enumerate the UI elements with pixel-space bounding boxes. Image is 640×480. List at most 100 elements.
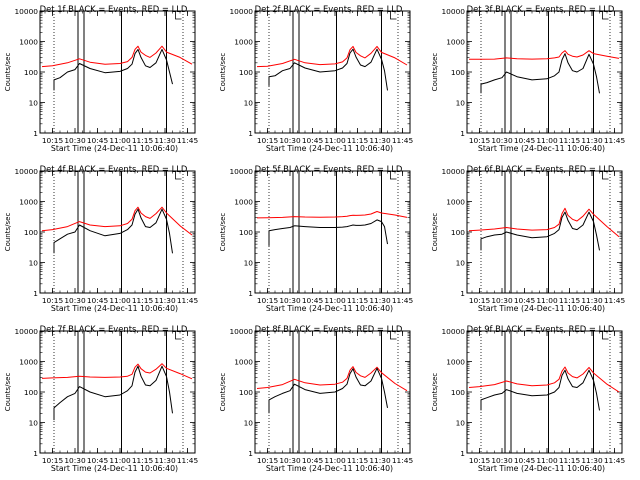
x-tick-label: 11:30 [581,456,603,465]
x-tick-label: 10:45 [514,456,536,465]
panel-title: Det 1f BLACK = Events, RED = LLD [40,4,188,14]
x-axis-label: Start Time (24-Dec-11 10:06:40) [266,304,393,313]
y-tick-label: 1000 [19,198,38,207]
y-tick-label: 10000 [441,167,465,176]
lld-series-line [41,363,193,380]
y-axis-label: Counts/sec [4,213,12,252]
events-series-line [53,208,173,254]
bracket-marker [175,172,182,180]
x-tick-label: 11:00 [324,136,346,145]
plot-frame [466,170,623,294]
y-tick-label: 10000 [441,327,465,336]
x-tick-label: 11:00 [109,296,131,305]
y-axis-label: Counts/sec [431,53,439,92]
lld-series-line [469,50,620,60]
y-tick-label: 10000 [229,167,253,176]
events-series-line [268,367,388,414]
detector-panel: Det 3f BLACK = Events, RED = LLD Counts/s… [431,4,625,153]
y-tick-label: 10 [456,419,466,428]
detector-panel: Det 5f BLACK = Events, RED = LLD Counts/s… [219,164,413,313]
plot-frame [254,170,411,294]
lld-series-line [256,211,408,219]
y-tick-label: 10000 [14,167,38,176]
x-tick-label: 11:15 [559,456,581,465]
y-tick-label: 100 [451,388,465,397]
x-tick-label: 11:45 [604,136,626,145]
x-tick-label: 11:15 [559,136,581,145]
detector-panel: Det 6f BLACK = Events, RED = LLD Counts/s… [431,164,625,313]
y-tick-label: 100 [24,228,38,237]
x-tick-label: 11:45 [392,296,414,305]
y-axis-label: Counts/sec [4,53,12,92]
bracket-marker [390,332,397,340]
x-tick-label: 10:30 [279,136,301,145]
x-tick-label: 11:30 [581,136,603,145]
y-tick-label: 10 [29,419,39,428]
y-axis-label: Counts/sec [219,373,227,412]
y-tick-label: 100 [239,388,253,397]
x-tick-label: 10:45 [302,296,324,305]
detector-panel: Det 4f BLACK = Events, RED = LLD Counts/s… [4,164,198,313]
x-tick-label: 10:30 [491,136,513,145]
y-axis-label: Counts/sec [431,373,439,412]
events-series-line [480,53,600,94]
lld-series-line [41,45,193,68]
x-tick-label: 10:30 [64,456,86,465]
bracket-marker [390,12,397,20]
x-tick-label: 11:45 [604,456,626,465]
x-tick-label: 10:15 [257,136,279,145]
x-axis-label: Start Time (24-Dec-11 10:06:40) [51,144,178,153]
x-tick-label: 10:45 [302,136,324,145]
y-tick-label: 100 [451,68,465,77]
detector-panel: Det 1f BLACK = Events, RED = LLD Counts/s… [4,4,198,153]
y-tick-label: 100 [24,68,38,77]
y-tick-label: 1 [33,289,38,298]
x-axis-label: Start Time (24-Dec-11 10:06:40) [51,304,178,313]
bracket-marker [602,172,609,180]
y-tick-label: 1 [248,129,253,138]
x-tick-label: 11:15 [347,456,369,465]
y-tick-label: 10 [456,99,466,108]
lld-series-line [256,366,408,392]
detector-panel: Det 8f BLACK = Events, RED = LLD Counts/s… [219,324,413,473]
x-tick-label: 11:00 [536,136,558,145]
x-tick-label: 11:15 [132,456,154,465]
x-tick-label: 11:45 [177,296,199,305]
y-tick-label: 1 [460,449,465,458]
y-axis-label: Counts/sec [431,213,439,252]
x-tick-label: 10:30 [64,296,86,305]
x-tick-label: 11:15 [347,296,369,305]
panel-title: Det 7f BLACK = Events, RED = LLD [40,324,188,334]
plot-frame [466,10,623,134]
panel-title: Det 5f BLACK = Events, RED = LLD [255,164,403,174]
events-series-line [268,48,388,91]
x-tick-label: 10:15 [469,456,491,465]
x-axis-label: Start Time (24-Dec-11 10:06:40) [478,144,605,153]
y-tick-label: 10 [29,99,39,108]
x-tick-label: 11:30 [154,136,176,145]
x-axis-label: Start Time (24-Dec-11 10:06:40) [266,144,393,153]
plot-frame [39,330,196,454]
x-tick-label: 11:00 [109,136,131,145]
y-tick-label: 10 [244,259,254,268]
events-series-line [480,211,600,251]
y-tick-label: 10000 [441,7,465,16]
plot-frame [254,330,411,454]
x-axis-label: Start Time (24-Dec-11 10:06:40) [51,464,178,473]
x-tick-label: 11:30 [581,296,603,305]
bracket-marker [390,172,397,180]
x-tick-label: 11:30 [154,456,176,465]
y-tick-label: 10000 [229,7,253,16]
x-tick-label: 11:00 [536,456,558,465]
detector-panel: Det 7f BLACK = Events, RED = LLD Counts/s… [4,324,198,473]
x-tick-label: 10:45 [87,136,109,145]
x-tick-label: 11:15 [132,136,154,145]
x-tick-label: 10:30 [64,136,86,145]
bracket-marker [602,332,609,340]
x-tick-label: 10:30 [279,456,301,465]
y-tick-label: 1 [248,449,253,458]
x-tick-label: 10:15 [257,296,279,305]
y-axis-label: Counts/sec [219,213,227,252]
plot-frame [39,10,196,134]
x-tick-label: 11:45 [604,296,626,305]
